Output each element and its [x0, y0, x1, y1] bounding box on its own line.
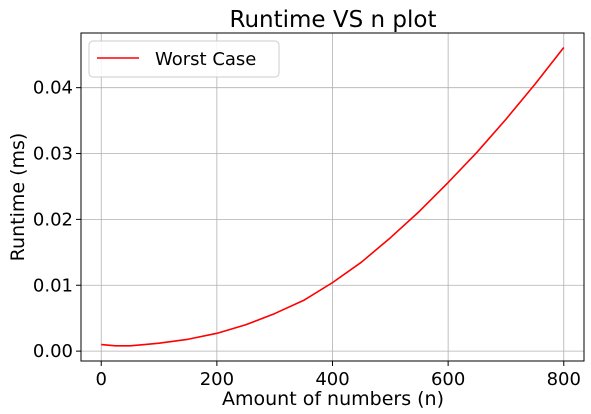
series-layer — [101, 46, 565, 347]
x-tick-label: 600 — [431, 369, 465, 390]
grid — [81, 33, 584, 361]
chart-title: Runtime VS n plot — [230, 7, 437, 33]
x-tick-label: 0 — [96, 369, 107, 390]
x-tick-label: 400 — [315, 369, 349, 390]
y-tick-label: 0.04 — [33, 78, 73, 99]
legend-box — [88, 40, 280, 78]
y-tick-label: 0.00 — [33, 341, 73, 362]
y-tick-label: 0.02 — [33, 209, 73, 230]
x-axis: 0 200 400 600 800 — [96, 361, 581, 390]
x-axis-title: Amount of numbers (n) — [222, 388, 444, 410]
x-tick-label: 800 — [547, 369, 581, 390]
y-tick-label: 0.01 — [33, 275, 73, 296]
y-axis-title: Runtime (ms) — [7, 133, 29, 262]
series-line-worst-case — [101, 46, 565, 347]
legend-label: Worst Case — [155, 49, 256, 70]
x-tick-label: 200 — [200, 369, 234, 390]
legend: Worst Case — [88, 40, 280, 78]
y-tick-label: 0.03 — [33, 144, 73, 165]
y-axis: 0.00 0.01 0.02 0.03 0.04 — [33, 78, 81, 362]
